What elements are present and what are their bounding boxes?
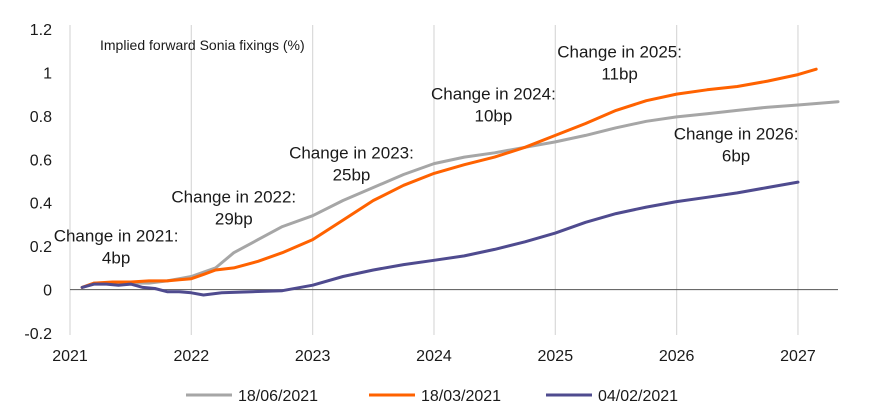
legend-label: 04/02/2021 [598,388,678,405]
y-tick-label: 0.4 [30,196,52,213]
y-tick-label: 0.2 [30,239,52,256]
legend-item: 18/03/2021 [369,388,501,405]
series-line-2 [80,67,818,289]
x-tick-label: 2027 [780,348,816,365]
legend-label: 18/06/2021 [238,388,318,405]
y-tick-label: 0 [43,283,52,300]
annotation-line: Change in 2026: [674,125,799,144]
y-tick-label: 0.6 [30,152,52,169]
legend-label: 18/03/2021 [421,388,501,405]
legend: 18/06/2021 18/03/2021 04/02/2021 [186,388,678,405]
annotation-line: Change in 2025: [557,43,682,62]
annotation-4: Change in 2024: 10bp [431,84,556,125]
annotation-5: Change in 2025: 11bp [557,43,682,84]
x-tick-label: 2026 [659,348,695,365]
annotation-line: Change in 2024: [431,84,556,103]
series-lines [80,67,840,297]
annotation-line: Change in 2021: [54,226,179,245]
x-tick-label: 2023 [295,348,331,365]
x-tick-label: 2024 [416,348,452,365]
annotation-2: Change in 2022: 29bp [171,188,296,229]
chart-title: Implied forward Sonia fixings (%) [100,37,305,53]
annotation-line: 29bp [215,210,253,229]
annotation-6: Change in 2026: 6bp [674,125,799,166]
series-line-3 [80,180,800,297]
legend-item: 18/06/2021 [186,388,318,405]
annotation-line: Change in 2022: [171,188,296,207]
x-axis-ticks: 2021 2022 2023 2024 2025 2026 2027 [52,348,816,365]
x-tick-label: 2025 [538,348,574,365]
annotation-line: 10bp [475,106,513,125]
x-tick-label: 2022 [174,348,210,365]
y-tick-label: 1 [43,65,52,82]
x-tick-label: 2021 [52,348,88,365]
y-axis-ticks: -0.2 0 0.2 0.4 0.6 0.8 1 1.2 [24,22,52,343]
annotation-line: 4bp [102,248,130,267]
annotation-line: 6bp [722,147,750,166]
annotation-line: 11bp [601,65,638,84]
y-tick-label: 0.8 [30,109,52,126]
annotation-1: Change in 2021: 4bp [54,226,179,267]
annotation-line: 25bp [333,166,371,185]
annotation-3: Change in 2023: 25bp [289,144,414,185]
y-tick-label: 1.2 [30,22,52,39]
legend-item: 04/02/2021 [546,388,678,405]
annotation-line: Change in 2023: [289,144,414,163]
y-tick-label: -0.2 [24,326,52,343]
gridlines [69,25,799,335]
